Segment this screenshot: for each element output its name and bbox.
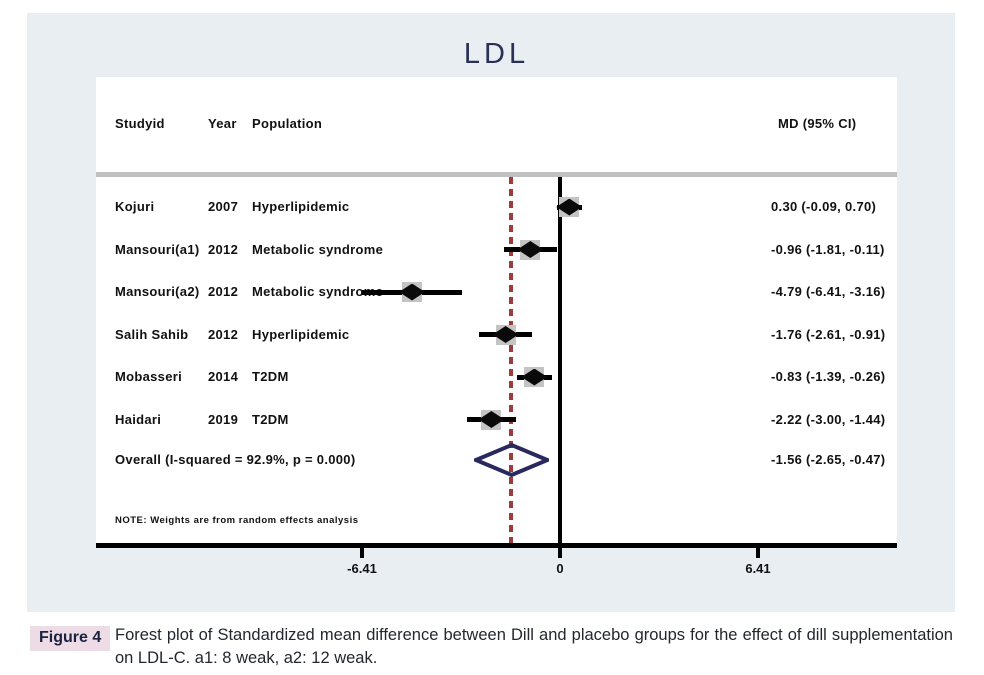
study-population: Hyperlipidemic <box>252 326 350 342</box>
study-label: Kojuri <box>115 199 155 214</box>
column-header-md-ci: MD (95% CI) <box>778 116 857 131</box>
weights-note: NOTE: Weights are from random effects an… <box>115 515 359 526</box>
study-md-ci-value: 0.30 (-0.09, 0.70) <box>771 199 877 214</box>
study-label: Salih Sahib <box>115 326 189 342</box>
x-axis-line <box>96 543 897 548</box>
study-year: 2012 <box>208 284 239 299</box>
point-estimate-marker <box>517 241 544 258</box>
study-population: Metabolic syndrome <box>252 284 384 299</box>
x-axis-tick-label: -6.41 <box>347 561 377 576</box>
figure-caption: Forest plot of Standardized mean differe… <box>115 626 953 667</box>
x-axis-tick <box>558 543 562 558</box>
study-year: 2019 <box>208 411 239 427</box>
overall-md-ci-value: -1.56 (-2.65, -0.47) <box>771 452 886 467</box>
study-year: 2012 <box>208 326 239 342</box>
plot-title: LDL <box>463 38 530 70</box>
study-label: Mansouri(a2) <box>115 284 200 299</box>
point-estimate-marker <box>521 368 548 386</box>
overall-diamond <box>474 442 550 478</box>
x-axis-tick-label: 6.41 <box>745 561 771 576</box>
study-year: 2014 <box>208 369 239 384</box>
study-year: 2007 <box>208 199 239 214</box>
study-population: Hyperlipidemic <box>252 199 350 214</box>
study-label: Mobasseri <box>115 369 183 384</box>
point-estimate-marker <box>478 411 505 428</box>
column-header-population: Population <box>252 116 323 131</box>
study-population: Metabolic syndrome <box>252 241 384 257</box>
point-estimate-marker <box>399 283 426 301</box>
figure-number-badge: Figure 4 <box>30 626 111 651</box>
header-separator-line <box>96 172 897 177</box>
study-population: T2DM <box>252 411 289 427</box>
study-year: 2012 <box>208 241 239 257</box>
study-md-ci-value: -2.22 (-3.00, -1.44) <box>771 411 886 427</box>
point-estimate-marker <box>492 326 519 343</box>
plot-area <box>96 77 897 543</box>
x-axis-tick-label: 0 <box>556 561 564 576</box>
study-label: Mansouri(a1) <box>115 241 200 257</box>
overall-effect-dashed-line <box>509 177 513 545</box>
null-effect-line <box>558 177 562 543</box>
study-md-ci-value: -0.96 (-1.81, -0.11) <box>771 241 885 257</box>
study-population: T2DM <box>252 369 289 384</box>
point-estimate-marker <box>556 198 583 216</box>
overall-label: Overall (I-squared = 92.9%, p = 0.000) <box>115 452 356 467</box>
study-md-ci-value: -1.76 (-2.61, -0.91) <box>771 326 886 342</box>
x-axis-tick <box>756 543 760 558</box>
column-header-year: Year <box>208 116 237 131</box>
x-axis-tick <box>360 543 364 558</box>
study-label: Haidari <box>115 411 162 427</box>
study-md-ci-value: -4.79 (-6.41, -3.16) <box>771 284 886 299</box>
column-header-studyid: Studyid <box>115 116 165 131</box>
study-md-ci-value: -0.83 (-1.39, -0.26) <box>771 369 886 384</box>
